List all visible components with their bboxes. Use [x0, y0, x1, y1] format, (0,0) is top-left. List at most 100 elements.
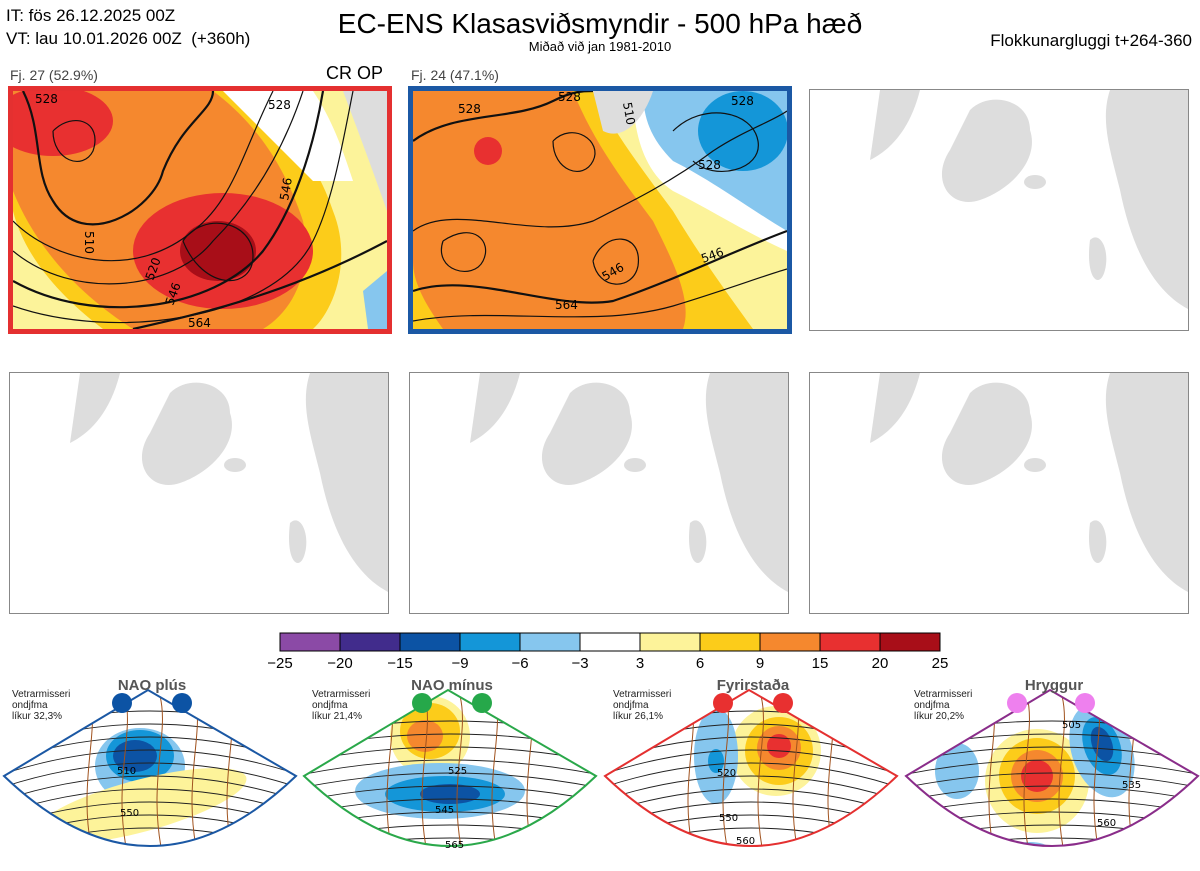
colorbar-tick-6: 3	[635, 655, 645, 672]
regime-2-anomaly-3	[767, 734, 791, 758]
colorbar-cell-7	[699, 632, 761, 652]
colorbar-cell-8	[759, 632, 821, 652]
colorbar-tick-4: −6	[511, 655, 529, 672]
regime-1-note-line-2: líkur 21,4%	[312, 711, 363, 722]
init-time: IT: fös 26.12.2025 00Z	[6, 6, 176, 25]
regime-0-diagram: 510 550	[2, 688, 298, 847]
colorbar-tick-8: 9	[755, 655, 765, 672]
regime-0-frame	[2, 688, 298, 847]
regime-0-marker-0	[112, 693, 132, 713]
regime-0-marker-1	[172, 693, 192, 713]
cluster-1-map: 528 528 510 520 546 546 564	[8, 86, 392, 334]
regime-1-contour-4	[304, 772, 596, 789]
colorbar-cell-3	[459, 632, 521, 652]
colorbar-tick-11: 25	[931, 655, 949, 672]
colorbar-cell-4	[519, 632, 581, 652]
regime-3-anomaly-3	[1021, 760, 1053, 792]
cluster-1-map-svg: 528 528 510 520 546 546 564	[13, 91, 387, 329]
regime-1-clabel-1: 545	[435, 805, 454, 816]
regime-0-contour-3	[4, 749, 296, 776]
regime-1-title: NAO mínus	[411, 677, 493, 694]
regime-1-marker-0	[412, 693, 432, 713]
regime-1-coast-2	[456, 695, 466, 846]
cluster-1-clabel-1: 528	[268, 98, 291, 112]
regime-2-marker-0	[713, 693, 733, 713]
cluster-2-land-n	[593, 91, 653, 134]
empty-panel-4	[9, 372, 389, 614]
regime-3-contour-3	[906, 759, 1198, 776]
regime-2-note-line-1: ondjfma	[613, 700, 649, 711]
regime-2-note: Vetrarmisseri ondjfma líkur 26,1%	[613, 689, 693, 722]
cluster-2-fill-15	[474, 137, 502, 165]
cluster-2-clabel-3: 528	[731, 94, 754, 108]
regime-2-marker-1	[773, 693, 793, 713]
regime-3-clabel-0: 505	[1062, 720, 1081, 731]
regime-3-title: Hryggur	[1024, 677, 1084, 694]
regime-2-coast-2	[757, 695, 767, 846]
cluster-2-clabel-0: 528	[458, 102, 481, 116]
cluster-2-map: 528 528 510 528 528 546 546 564	[408, 86, 792, 334]
regime-0-note-line-2: líkur 32,3%	[12, 711, 63, 722]
cluster-1-clabel-5: 546	[277, 177, 295, 202]
colorbar-tick-3: −9	[451, 655, 469, 672]
regime-1-clabel-0: 525	[448, 766, 467, 777]
regime-0-note-line-1: ondjfma	[12, 700, 48, 711]
cluster-2-clabel-4: 528	[698, 158, 721, 172]
regime-2-frame	[603, 688, 899, 847]
colorbar-cell-6	[639, 632, 701, 652]
regime-3-note-line-0: Vetrarmisseri	[914, 689, 973, 700]
regime-2-clabel-0: 520	[717, 768, 736, 779]
colorbar-cell-5	[579, 632, 641, 652]
regime-0-contour-6	[4, 788, 296, 815]
cluster-2-clabel-7: 564	[555, 298, 578, 312]
empty-panel-3-land	[870, 90, 1188, 309]
regime-3-contour-4	[906, 772, 1198, 789]
regime-3-note: Vetrarmisseri ondjfma líkur 20,2%	[914, 689, 994, 722]
colorbar-cell-10	[879, 632, 941, 652]
regime-2-note-line-0: Vetrarmisseri	[613, 689, 672, 700]
regime-3-anomaly-7	[935, 743, 979, 799]
valid-time: VT: lau 10.01.2026 00Z (+360h)	[6, 29, 251, 48]
colorbar-tick-5: −3	[571, 655, 589, 672]
colorbar-tick-7: 6	[695, 655, 705, 672]
cluster-2-clabel-1: 528	[558, 91, 581, 104]
cluster-2-fill-darkblue	[698, 91, 787, 171]
cluster-2-label: Fj. 24 (47.1%)	[411, 67, 499, 83]
regime-1-clabel-2: 565	[445, 840, 464, 851]
regime-2-anomaly-5	[708, 749, 724, 773]
regime-1-note-line-1: ondjfma	[312, 700, 348, 711]
regime-3-coast-2	[1058, 695, 1068, 846]
regime-2-diagram: 520 550 560	[603, 688, 899, 847]
regime-1-note-line-0: Vetrarmisseri	[312, 689, 371, 700]
cluster-1-clabel-0: 528	[35, 92, 58, 106]
regime-1-anomaly-2	[407, 720, 443, 752]
colorbar-tick-9: 15	[811, 655, 829, 672]
regime-1-frame	[302, 688, 598, 847]
regime-0-title: NAO plús	[117, 677, 187, 694]
regime-2-note-line-2: líkur 26,1%	[613, 711, 664, 722]
empty-panel-3	[809, 89, 1189, 331]
colorbar-tick-10: 20	[871, 655, 889, 672]
regime-1-contour-5	[304, 785, 596, 802]
cluster-2-contours	[413, 91, 787, 322]
colorbar-cell-9	[819, 632, 881, 652]
regime-3-marker-1	[1075, 693, 1095, 713]
regime-2-clabel-2: 560	[736, 836, 755, 847]
regime-0-clabel-1: 550	[120, 808, 139, 819]
regime-3-diagram: 505 535 560	[904, 688, 1200, 847]
cluster-1-tag: CR OP	[326, 63, 384, 83]
regime-2-clabel-1: 550	[719, 813, 738, 824]
page-subtitle: Miðað við jan 1981-2010	[528, 39, 672, 54]
regime-3-clabel-1: 535	[1122, 780, 1141, 791]
cluster-1-label: Fj. 27 (52.9%)	[10, 67, 98, 83]
regime-3-frame	[904, 688, 1200, 847]
empty-panel-4-land	[70, 373, 388, 592]
cluster-1-contours	[13, 91, 387, 329]
cluster-1-fill-blue	[363, 271, 387, 329]
regime-2-contour-6	[605, 788, 897, 815]
colorbar	[279, 632, 941, 652]
regime-1-contour-9	[304, 837, 596, 846]
regime-0-note-line-0: Vetrarmisseri	[12, 689, 71, 700]
regime-2-title: Fyrirstaða	[716, 677, 790, 694]
empty-panel-6	[809, 372, 1189, 614]
